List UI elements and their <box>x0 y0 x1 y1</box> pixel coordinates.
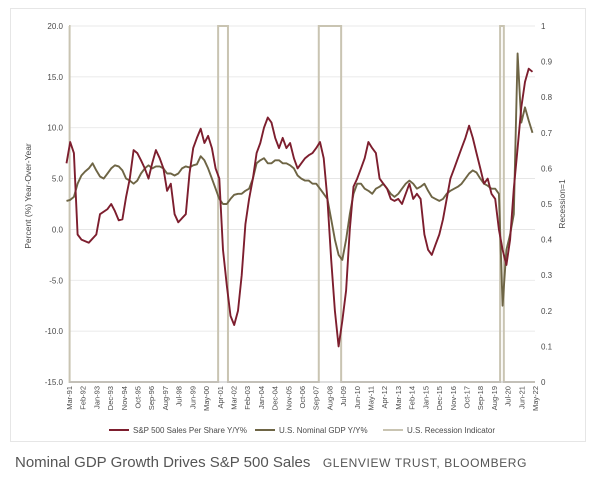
caption-credit: GLENVIEW TRUST, BLOOMBERG <box>322 456 528 470</box>
x-tick-label: Mar-02 <box>229 386 238 410</box>
x-tick-label: May-11 <box>367 386 376 410</box>
y2-tick-label: 0.5 <box>541 200 553 209</box>
x-tick-label: Dec-93 <box>106 386 115 410</box>
caption-title: Nominal GDP Growth Drives S&P 500 Sales <box>15 454 311 471</box>
line-chart: 20.0 15.0 10.0 5.0 0.0 -5.0 -10.0 -15.0 1 0.9 0.8… <box>23 22 567 435</box>
y2-tick-label: 0.1 <box>541 342 553 351</box>
x-tick-label: Jun-10 <box>353 386 362 409</box>
y-axis-label: Percent (%) Year-Over-Year <box>23 143 33 249</box>
series-line-nominal-gdp <box>66 52 534 307</box>
y-tick-label: 20.0 <box>47 22 63 31</box>
y2-tick-label: 0.3 <box>541 271 553 280</box>
x-tick-label: Aug-97 <box>161 386 170 410</box>
x-tick-label: Dec-15 <box>435 386 444 410</box>
series-layer <box>65 25 535 383</box>
x-tick-label: Dec-04 <box>271 386 280 410</box>
x-tick-label: Oct-17 <box>462 386 471 409</box>
x-tick-label: Apr-12 <box>380 386 389 409</box>
y-tick-label: 5.0 <box>52 175 64 184</box>
y2-tick-label: 0.4 <box>541 236 553 245</box>
x-tick-label: Feb-14 <box>408 386 417 410</box>
y2-tick-label: 0 <box>541 378 546 387</box>
y2-tick-label: 0.9 <box>541 58 553 67</box>
legend-label: U.S. Nominal GDP Y/Y% <box>279 426 368 435</box>
legend-label: S&P 500 Sales Per Share Y/Y% <box>133 426 247 435</box>
y-tick-label: -15.0 <box>45 378 64 387</box>
y2-tick-label: 1 <box>541 22 546 31</box>
y-tick-label: 0.0 <box>52 225 64 234</box>
x-tick-label: Jul-09 <box>339 386 348 406</box>
y2-tick-label: 0.2 <box>541 307 553 316</box>
y-tick-label: 10.0 <box>47 124 63 133</box>
x-tick-label: Oct-95 <box>134 386 143 409</box>
y-tick-label: 15.0 <box>47 73 63 82</box>
x-tick-label: Feb-03 <box>243 386 252 410</box>
x-tick-label: Aug-08 <box>325 386 334 410</box>
series-line-recession-indicator <box>68 25 535 383</box>
x-tick-label: Nov-16 <box>449 386 458 410</box>
left-axis-ticks: 20.0 15.0 10.0 5.0 0.0 -5.0 -10.0 -15.0 <box>45 22 64 387</box>
right-axis-ticks: 1 0.9 0.8 0.7 0.6 0.5 0.4 0.3 0.2 0.1 0 <box>541 22 553 387</box>
gridlines <box>69 25 535 332</box>
y2-axis-label: Recession=1 <box>557 179 567 229</box>
x-tick-label: Nov-94 <box>120 386 129 410</box>
x-tick-label: May-00 <box>202 386 211 411</box>
x-tick-label: Nov-05 <box>284 386 293 410</box>
x-axis-ticks: Mar-91 Feb-92 Jan-93 Dec-93 Nov-94 Oct-95 Sep-… <box>65 386 540 411</box>
x-tick-label: Jun-99 <box>188 386 197 409</box>
y-tick-label: -10.0 <box>45 327 64 336</box>
x-tick-label: Mar-91 <box>65 386 74 410</box>
chart-card: 20.0 15.0 10.0 5.0 0.0 -5.0 -10.0 -15.0 1 0.9 0.8… <box>10 8 586 442</box>
legend: S&P 500 Sales Per Share Y/Y% U.S. Nominal… <box>109 426 495 435</box>
x-tick-label: Jan-15 <box>421 386 430 409</box>
x-tick-label: May-22 <box>531 386 540 411</box>
x-tick-label: Sep-07 <box>312 386 321 410</box>
x-tick-label: Jan-04 <box>257 386 266 409</box>
x-tick-label: Apr-01 <box>216 386 225 409</box>
figure-caption: Nominal GDP Growth Drives S&P 500 Sales … <box>15 454 527 472</box>
y-tick-label: -5.0 <box>49 276 63 285</box>
x-tick-label: Aug-19 <box>490 386 499 410</box>
x-tick-label: Sep-18 <box>476 386 485 410</box>
x-tick-label: Jul-20 <box>504 386 513 406</box>
x-tick-label: Jan-93 <box>92 386 101 409</box>
x-tick-label: Jun-21 <box>517 386 526 409</box>
y2-tick-label: 0.6 <box>541 164 553 173</box>
legend-label: U.S. Recession Indicator <box>407 426 495 435</box>
x-tick-label: Jul-98 <box>175 386 184 406</box>
x-tick-label: Feb-92 <box>79 386 88 410</box>
x-tick-label: Oct-06 <box>298 386 307 409</box>
y2-tick-label: 0.8 <box>541 93 553 102</box>
x-tick-label: Mar-13 <box>394 386 403 410</box>
x-tick-label: Sep-96 <box>147 386 156 410</box>
series-line-sp500-sales <box>65 67 534 348</box>
y2-tick-label: 0.7 <box>541 129 553 138</box>
